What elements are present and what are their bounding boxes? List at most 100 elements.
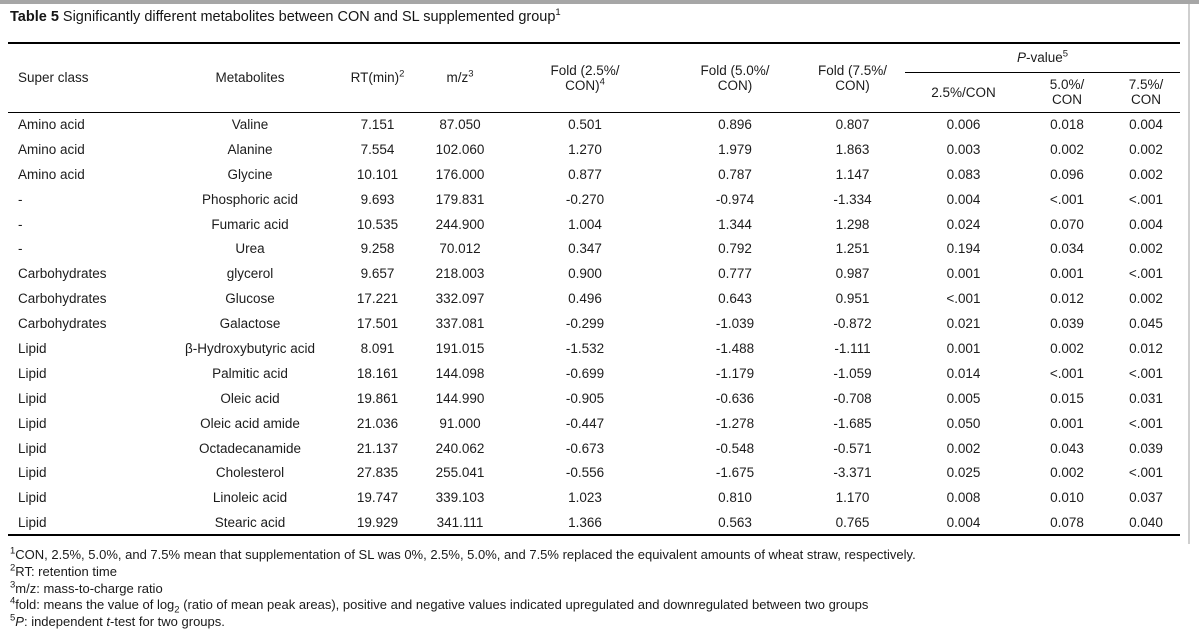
cell-value: 1.004 (568, 216, 602, 232)
cell-value: 0.004 (946, 191, 981, 207)
cell-value: 7.554 (360, 141, 395, 157)
table-row: Carbohydrates Galactose 17.501 337.081 -0.29… (8, 311, 1180, 336)
cell-value: <.001 (1128, 191, 1164, 207)
cell-value: 70.012 (439, 241, 481, 257)
table-caption-footnote-marker: 1 (555, 7, 561, 19)
cell-value: -1.111 (834, 340, 871, 356)
table-row: Lipid Oleic acid 19.861 144.990 -0.905 -0.636… (8, 386, 1180, 411)
cell-value: 1.366 (500, 510, 670, 537)
cell-value: 87.050 (439, 117, 481, 133)
cell-value: 0.643 (718, 291, 752, 307)
cell-value: 0.004 (1129, 117, 1163, 133)
cell-value: 0.078 (1022, 510, 1112, 537)
cell-value: -1.675 (715, 465, 755, 481)
table-row: - Phosphoric acid 9.693 179.831 -0.270 -0.974… (8, 187, 1180, 212)
cell-value: -1.334 (833, 191, 872, 207)
cell-value: 0.002 (1050, 340, 1084, 356)
cell-value: 0.012 (1129, 340, 1163, 356)
cell-metabolite: Fumaric acid (211, 216, 289, 232)
cell-value: 21.137 (356, 440, 399, 456)
cell-value: -1.532 (565, 340, 605, 356)
cell-super-class: Amino acid (18, 117, 85, 133)
cell-value: -0.673 (565, 440, 605, 456)
cell-value: -0.905 (565, 390, 605, 406)
table-row: Lipid Octadecanamide 21.137 240.062 -0.673 -0… (8, 436, 1180, 461)
cell-super-class: Amino acid (18, 166, 85, 182)
cell-value: 0.014 (946, 365, 981, 381)
cell-value: 0.083 (946, 166, 981, 182)
cell-value: 0.043 (1050, 440, 1084, 456)
cell-value: 1.863 (835, 141, 870, 157)
cell-value: 0.018 (1050, 117, 1084, 133)
table-row: Lipid Cholesterol 27.835 255.041 -0.556 -1.67… (8, 460, 1180, 485)
cell-value: <.001 (1128, 415, 1164, 431)
cell-value: 337.081 (435, 316, 485, 332)
cell-super-class: - (18, 191, 23, 207)
cell-metabolite: Oleic acid (220, 390, 280, 406)
cell-value: 0.900 (568, 266, 602, 282)
table-row: Lipid Linoleic acid 19.747 339.103 1.023 0.81… (8, 485, 1180, 510)
cell-value: -0.548 (715, 440, 755, 456)
cell-value: 0.002 (946, 440, 981, 456)
cell-value: 0.001 (946, 266, 981, 282)
cell-metabolite: Stearic acid (165, 510, 335, 537)
cell-value: 19.861 (356, 390, 399, 406)
cell-metabolite: Galactose (219, 316, 281, 332)
cell-value: 0.792 (718, 241, 752, 257)
table-caption: Table 5 Significantly different metaboli… (10, 7, 561, 25)
cell-super-class: - (18, 241, 23, 257)
table-caption-text: Significantly different metabolites betw… (58, 9, 556, 25)
cell-value: 0.037 (1129, 490, 1163, 506)
cell-value: -0.699 (565, 365, 605, 381)
cell-super-class: Lipid (18, 365, 47, 381)
col-header-rt: RT(min)2 (335, 43, 420, 113)
cell-value: -0.571 (833, 440, 872, 456)
footnote-5: 5P: independent t-test for two groups. (10, 612, 225, 630)
footnote-4: 4fold: means the value of log2 (ratio of… (10, 596, 869, 616)
cell-value: 0.039 (1129, 440, 1163, 456)
cell-value: 0.006 (946, 117, 981, 133)
col-header-p-75: 7.5%/ CON (1112, 72, 1180, 113)
col-header-mz: m/z3 (420, 43, 500, 113)
cell-value: -1.278 (715, 415, 755, 431)
cell-value: <.001 (946, 291, 981, 307)
cell-super-class: Carbohydrates (18, 266, 107, 282)
scan-edge-right (1188, 4, 1190, 544)
col-header-metabolites: Metabolites (165, 43, 335, 113)
col-header-fold-50: Fold (5.0%/ CON) (670, 43, 800, 113)
cell-metabolite: Octadecanamide (198, 440, 302, 456)
cell-value: 1.344 (718, 216, 752, 232)
col-header-super-class: Super class (8, 43, 165, 113)
cell-value: -1.179 (715, 365, 755, 381)
scan-edge-top (0, 0, 1199, 4)
col-header-fold-25: Fold (2.5%/ CON)4 (500, 43, 670, 113)
cell-value: -3.371 (833, 465, 872, 481)
cell-value: 1.023 (568, 490, 602, 506)
cell-value: 0.039 (1050, 316, 1084, 332)
cell-value: 1.170 (835, 490, 870, 506)
cell-value: 332.097 (435, 291, 485, 307)
cell-value: 240.062 (435, 440, 485, 456)
cell-value: 0.765 (800, 510, 905, 537)
cell-value: 0.002 (1129, 166, 1163, 182)
cell-super-class: Lipid (18, 390, 47, 406)
cell-super-class: Lipid (18, 440, 47, 456)
table-body: Amino acid Valine 7.151 87.050 0.501 0.896 0.8… (8, 112, 1180, 537)
cell-value: 0.034 (1050, 241, 1084, 257)
cell-super-class: Carbohydrates (18, 291, 107, 307)
cell-value: 1.251 (835, 241, 870, 257)
cell-value: 19.747 (356, 490, 399, 506)
cell-super-class: Amino acid (18, 141, 85, 157)
cell-value: 0.021 (946, 316, 981, 332)
cell-super-class: Lipid (18, 415, 47, 431)
table-row: - Fumaric acid 10.535 244.900 1.004 1.344 1.29… (8, 212, 1180, 237)
cell-metabolite: Valine (231, 117, 269, 133)
cell-metabolite: Alanine (227, 141, 273, 157)
cell-value: <.001 (1049, 365, 1085, 381)
cell-value: 0.002 (1129, 291, 1163, 307)
col-header-fold-75: Fold (7.5%/ CON) (800, 43, 905, 113)
cell-super-class: Lipid (8, 510, 165, 537)
col-header-pvalue-group: P-value5 (905, 43, 1180, 73)
cell-value: 10.101 (356, 166, 399, 182)
table-row: Lipid Stearic acid 19.929 341.111 1.366 0.563… (8, 510, 1180, 537)
